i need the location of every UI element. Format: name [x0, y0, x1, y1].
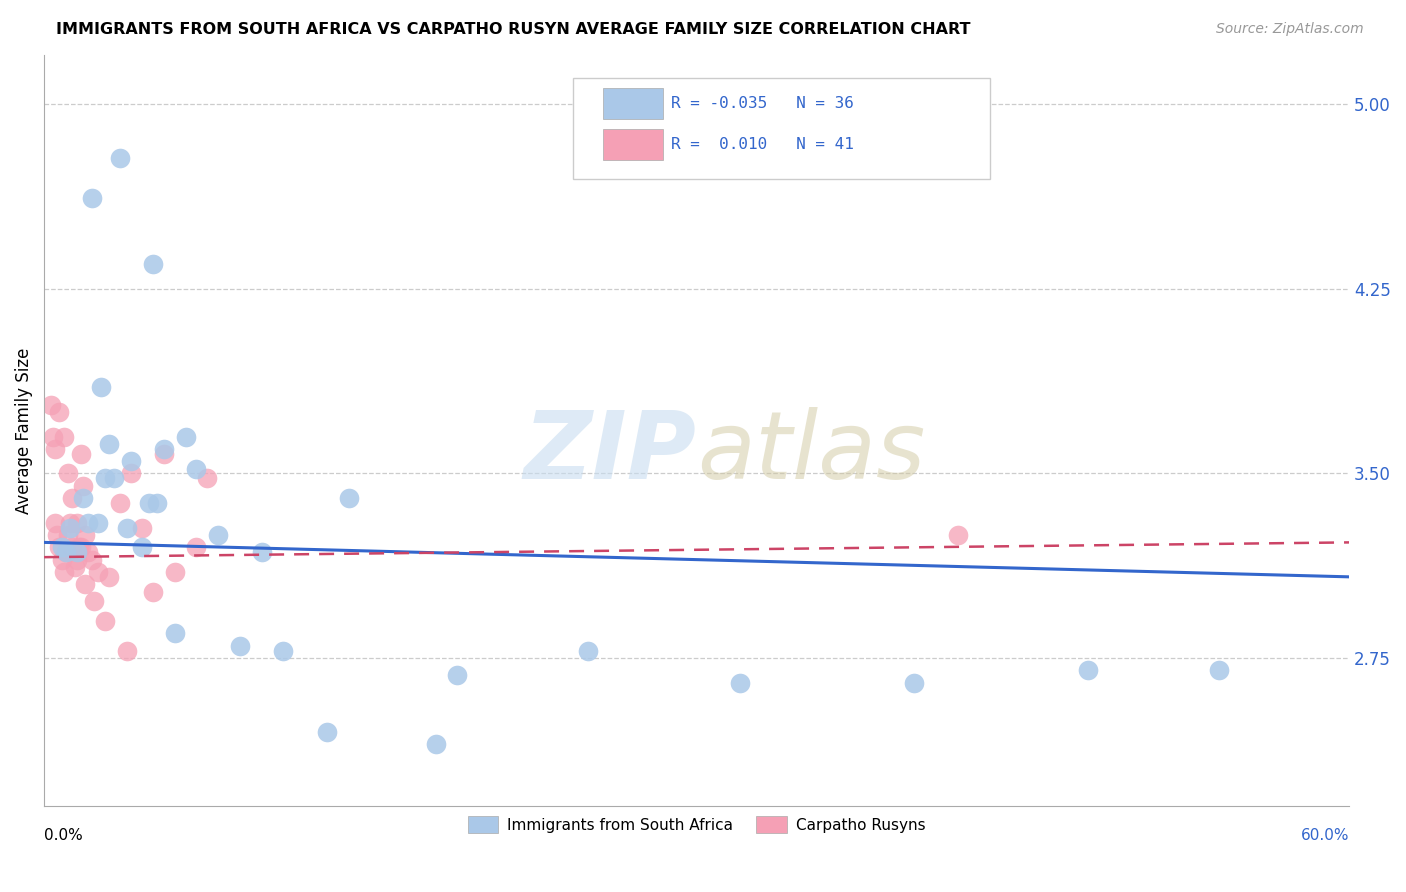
Point	[44, 516, 66, 530]
Point	[1077, 664, 1099, 678]
Point	[72, 491, 94, 505]
Point	[425, 737, 447, 751]
Point	[946, 528, 969, 542]
Point	[66, 552, 89, 566]
Point	[110, 152, 132, 166]
Point	[90, 380, 112, 394]
Point	[207, 528, 229, 542]
Point	[55, 545, 77, 559]
Point	[87, 565, 110, 579]
Legend: Immigrants from South Africa, Carpatho Rusyns: Immigrants from South Africa, Carpatho R…	[461, 809, 932, 839]
Point	[174, 429, 197, 443]
Point	[55, 545, 77, 559]
Point	[163, 626, 186, 640]
Point	[186, 541, 208, 555]
Point	[120, 454, 142, 468]
Point	[80, 191, 103, 205]
Point	[98, 570, 121, 584]
Point	[94, 471, 117, 485]
Point	[728, 675, 751, 690]
FancyBboxPatch shape	[603, 128, 662, 160]
Point	[576, 643, 599, 657]
Point	[76, 545, 98, 559]
Point	[52, 565, 75, 579]
Point	[142, 584, 165, 599]
Point	[52, 429, 75, 443]
Text: 0.0%: 0.0%	[44, 829, 83, 843]
Point	[42, 429, 65, 443]
Y-axis label: Average Family Size: Average Family Size	[15, 347, 32, 514]
Point	[152, 447, 174, 461]
Point	[51, 541, 73, 555]
Point	[446, 668, 468, 682]
Point	[59, 521, 82, 535]
Point	[120, 467, 142, 481]
Point	[44, 442, 66, 456]
Point	[48, 541, 70, 555]
Point	[76, 516, 98, 530]
Text: atlas: atlas	[697, 408, 925, 499]
Point	[63, 560, 86, 574]
Point	[87, 516, 110, 530]
Point	[46, 528, 69, 542]
Point	[56, 467, 79, 481]
Point	[98, 437, 121, 451]
Point	[80, 552, 103, 566]
Point	[1208, 664, 1230, 678]
Point	[60, 541, 83, 555]
Point	[66, 545, 89, 559]
Point	[83, 594, 105, 608]
Point	[131, 521, 153, 535]
Point	[59, 516, 82, 530]
Point	[70, 541, 93, 555]
Point	[103, 471, 125, 485]
Point	[115, 521, 138, 535]
Point	[51, 552, 73, 566]
Point	[337, 491, 360, 505]
Point	[39, 398, 62, 412]
Text: Source: ZipAtlas.com: Source: ZipAtlas.com	[1216, 22, 1364, 37]
Point	[110, 496, 132, 510]
Point	[70, 447, 93, 461]
Text: R = -0.035   N = 36: R = -0.035 N = 36	[671, 96, 853, 112]
Point	[186, 461, 208, 475]
Point	[146, 496, 169, 510]
Point	[60, 491, 83, 505]
Point	[229, 639, 252, 653]
Point	[138, 496, 160, 510]
Point	[66, 516, 89, 530]
Point	[94, 614, 117, 628]
FancyBboxPatch shape	[603, 88, 662, 120]
Text: 60.0%: 60.0%	[1301, 829, 1350, 843]
Text: R =  0.010   N = 41: R = 0.010 N = 41	[671, 136, 853, 152]
Point	[67, 541, 90, 555]
Point	[72, 479, 94, 493]
Point	[75, 577, 97, 591]
Point	[315, 725, 337, 739]
Point	[142, 257, 165, 271]
Text: ZIP: ZIP	[524, 407, 697, 499]
Point	[56, 528, 79, 542]
Point	[75, 528, 97, 542]
Point	[152, 442, 174, 456]
Point	[48, 405, 70, 419]
Point	[195, 471, 218, 485]
Text: IMMIGRANTS FROM SOUTH AFRICA VS CARPATHO RUSYN AVERAGE FAMILY SIZE CORRELATION C: IMMIGRANTS FROM SOUTH AFRICA VS CARPATHO…	[56, 22, 970, 37]
Point	[903, 675, 925, 690]
Point	[273, 643, 295, 657]
Point	[250, 545, 273, 559]
Point	[163, 565, 186, 579]
FancyBboxPatch shape	[572, 78, 990, 179]
Point	[131, 541, 153, 555]
Point	[115, 643, 138, 657]
